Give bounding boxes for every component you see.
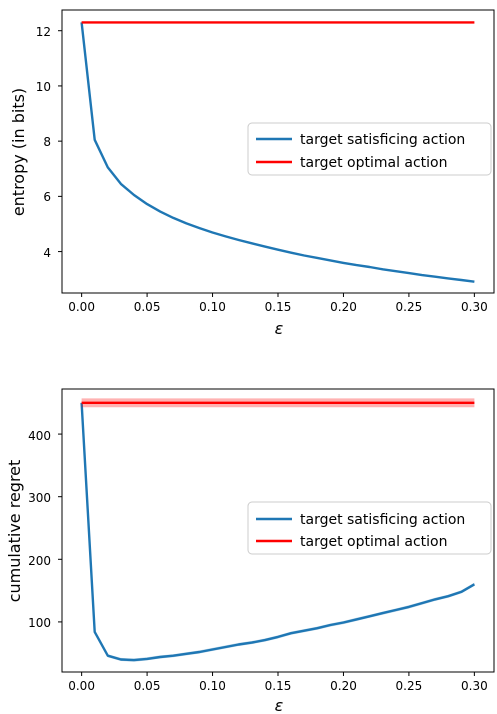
legend: target satisficing action target optimal… xyxy=(247,501,492,555)
y-tick-label: 4 xyxy=(43,246,51,260)
y-axis-label: cumulative regret xyxy=(5,460,24,603)
series-group xyxy=(80,398,476,662)
y-tick-label: 10 xyxy=(36,80,51,94)
legend-label-satisficing: target satisficing action xyxy=(300,512,465,528)
y-tick-label: 300 xyxy=(28,491,51,505)
series-group xyxy=(80,21,475,283)
entropy-panel: 4 6 8 10 12 0.00 0.05 0.10 0.15 0.20 0.2… xyxy=(9,9,495,338)
x-tick-label: 0.10 xyxy=(199,300,226,314)
series-line-target-satisficing-action xyxy=(80,22,475,283)
y-tick-labels: 4 6 8 10 12 xyxy=(36,25,51,260)
y-tick-label: 12 xyxy=(36,25,51,39)
y-axis-label: entropy (in bits) xyxy=(9,88,28,216)
y-tick-label: 400 xyxy=(28,429,51,443)
legend-label-optimal: target optimal action xyxy=(300,534,448,550)
x-tick-label: 0.15 xyxy=(265,300,292,314)
y-tick-label: 200 xyxy=(28,554,51,568)
series-line-target-satisficing-action xyxy=(80,402,476,662)
y-tick-label: 6 xyxy=(43,190,51,204)
x-tick-label: 0.25 xyxy=(396,679,423,693)
x-tick-labels: 0.00 0.05 0.10 0.15 0.20 0.25 0.30 xyxy=(68,300,488,314)
x-axis-label: ε xyxy=(275,696,284,714)
x-tick-label: 0.30 xyxy=(461,679,488,693)
x-tick-label: 0.05 xyxy=(134,679,161,693)
x-tick-labels: 0.00 0.05 0.10 0.15 0.20 0.25 0.30 xyxy=(68,679,488,693)
x-tick-label: 0.20 xyxy=(330,679,357,693)
y-tick-labels: 100 200 300 400 xyxy=(28,429,51,630)
x-axis-label: ε xyxy=(275,319,284,338)
legend-box xyxy=(247,122,492,176)
x-tick-label: 0.05 xyxy=(134,300,161,314)
legend-box xyxy=(247,501,492,555)
x-tick-label: 0.30 xyxy=(461,300,488,314)
y-tick-label: 8 xyxy=(43,135,51,149)
legend-label-optimal: target optimal action xyxy=(300,155,448,171)
x-tick-label: 0.20 xyxy=(330,300,357,314)
x-tick-label: 0.10 xyxy=(199,679,226,693)
y-tick-label: 100 xyxy=(28,616,51,630)
axis-ticks xyxy=(58,433,475,676)
axis-ticks xyxy=(58,30,475,297)
x-tick-label: 0.15 xyxy=(265,679,292,693)
x-tick-label: 0.25 xyxy=(396,300,423,314)
legend-label-satisficing: target satisficing action xyxy=(300,132,465,148)
legend: target satisficing action target optimal… xyxy=(247,122,492,176)
x-tick-label: 0.00 xyxy=(68,679,95,693)
x-tick-label: 0.00 xyxy=(68,300,95,314)
regret-panel: 100 200 300 400 0.00 0.05 0.10 0.15 0.20… xyxy=(5,388,495,714)
